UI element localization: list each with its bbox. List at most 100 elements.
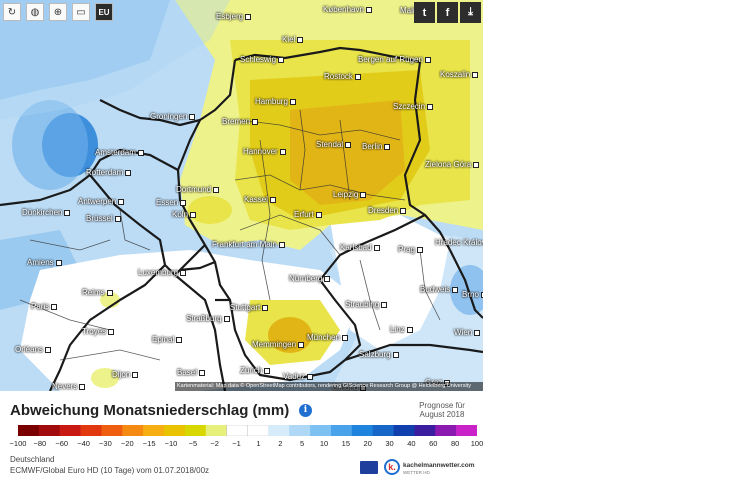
legend-swatch bbox=[101, 425, 123, 436]
city-marker bbox=[190, 211, 197, 218]
legend-swatch bbox=[80, 425, 102, 436]
legend-swatch bbox=[330, 425, 353, 436]
legend-swatch bbox=[414, 425, 436, 436]
city-label: Frankfurt am Main bbox=[212, 240, 285, 249]
twitter-icon[interactable]: t bbox=[414, 2, 435, 23]
city-label: Zürich bbox=[240, 366, 271, 375]
legend-swatch bbox=[310, 425, 332, 436]
legend-tick-label: −30 bbox=[99, 439, 112, 448]
legend-swatch bbox=[393, 425, 415, 436]
color-legend bbox=[18, 425, 477, 436]
city-marker bbox=[264, 367, 271, 374]
city-label: Nürnberg bbox=[289, 274, 331, 283]
legend-tick-label: 100 bbox=[470, 439, 484, 448]
city-marker bbox=[416, 246, 423, 253]
scale-icon[interactable]: ▭ bbox=[72, 3, 90, 21]
map-graphic bbox=[0, 0, 483, 391]
city-marker bbox=[278, 241, 285, 248]
download-icon[interactable]: ⤓ bbox=[460, 2, 481, 23]
brand-name[interactable]: kachelmannwetter.com bbox=[403, 462, 475, 469]
kachelmann-logo-icon: k. bbox=[384, 459, 400, 475]
city-label: Groningen bbox=[150, 112, 196, 121]
city-label: Wien bbox=[454, 328, 481, 337]
city-label: Dresden bbox=[368, 206, 407, 215]
city-marker bbox=[262, 304, 269, 311]
city-marker bbox=[474, 329, 481, 336]
city-label: Epinal bbox=[152, 335, 183, 344]
city-label: Esbjerg bbox=[216, 12, 252, 21]
city-label: Szczecin bbox=[393, 102, 434, 111]
city-marker bbox=[125, 169, 132, 176]
city-marker bbox=[118, 198, 125, 205]
legend-tick-label: −1 bbox=[232, 439, 241, 448]
city-label: Bergen auf Rügen bbox=[358, 55, 431, 64]
legend-tick-label: 80 bbox=[450, 439, 460, 448]
legend-tick-label: 15 bbox=[341, 439, 351, 448]
legend-swatch bbox=[268, 425, 290, 436]
legend-swatch bbox=[351, 425, 373, 436]
legend-swatch bbox=[143, 425, 165, 436]
city-marker bbox=[307, 373, 314, 380]
globe-icon[interactable]: ◍ bbox=[26, 3, 44, 21]
city-marker bbox=[365, 6, 372, 13]
zoom-icon[interactable]: ⊕ bbox=[49, 3, 67, 21]
city-marker bbox=[270, 196, 277, 203]
eu-button[interactable]: EU bbox=[95, 3, 113, 21]
legend-tick-label: 5 bbox=[300, 439, 305, 448]
city-marker bbox=[360, 191, 367, 198]
city-marker bbox=[79, 383, 86, 390]
city-label: Essen bbox=[156, 198, 187, 207]
city-marker bbox=[373, 244, 380, 251]
city-label: Luxemburg bbox=[138, 268, 187, 277]
city-label: Brüssel bbox=[86, 214, 121, 223]
city-label: Budweis bbox=[420, 285, 459, 294]
city-marker bbox=[341, 334, 348, 341]
city-marker bbox=[472, 71, 479, 78]
city-label: Hannover bbox=[243, 147, 286, 156]
city-marker bbox=[108, 328, 115, 335]
legend-swatch bbox=[18, 425, 40, 436]
city-marker bbox=[45, 346, 52, 353]
legend-tick-label: 20 bbox=[363, 439, 372, 448]
city-label: Leipzig bbox=[333, 190, 367, 199]
city-label: Hamburg bbox=[255, 97, 296, 106]
city-marker bbox=[400, 207, 407, 214]
city-marker bbox=[424, 56, 431, 63]
legend-tick-label: 1 bbox=[256, 439, 261, 448]
city-marker bbox=[180, 269, 187, 276]
legend-swatch bbox=[456, 425, 477, 436]
legend-tick-label: 10 bbox=[319, 439, 329, 448]
precipitation-map[interactable]: Esbjerg København Malmö Schleswig Bergen auf… bbox=[0, 0, 483, 391]
city-label: Amiens bbox=[27, 258, 62, 267]
city-label: Nevers bbox=[52, 382, 86, 391]
city-marker bbox=[315, 211, 322, 218]
legend-tick-label: −80 bbox=[33, 439, 47, 448]
city-label: München bbox=[307, 333, 348, 342]
refresh-icon[interactable]: ↻ bbox=[3, 3, 21, 21]
legend-tick-label: −20 bbox=[120, 439, 134, 448]
legend-swatch bbox=[164, 425, 186, 436]
city-label: Rotterdam bbox=[86, 168, 132, 177]
city-label: Zielona Góra bbox=[425, 160, 480, 169]
forecast-line2: August 2018 bbox=[419, 410, 465, 419]
city-label: Orléans bbox=[15, 345, 52, 354]
legend-tick-label: −15 bbox=[142, 439, 156, 448]
brand-sub: WETTER HD bbox=[403, 470, 430, 475]
city-label: Berlin bbox=[362, 142, 391, 151]
city-marker bbox=[64, 209, 71, 216]
city-label: Rostock bbox=[324, 72, 361, 81]
city-label: Basel bbox=[177, 368, 206, 377]
city-marker bbox=[384, 143, 391, 150]
city-label: Paris bbox=[31, 302, 58, 311]
city-marker bbox=[106, 289, 113, 296]
facebook-icon[interactable]: f bbox=[437, 2, 458, 23]
city-marker bbox=[427, 103, 434, 110]
info-icon[interactable]: i bbox=[299, 404, 312, 417]
model-label: ECMWF/Global Euro HD (10 Tage) vom 01.07… bbox=[10, 466, 210, 475]
legend-tick-label: −10 bbox=[164, 439, 178, 448]
city-marker bbox=[51, 303, 58, 310]
legend-swatch bbox=[184, 425, 207, 436]
eu-flag-icon bbox=[360, 461, 378, 474]
map-title: Abweichung Monatsniederschlag (mm) bbox=[10, 402, 290, 419]
forecast-line1: Prognose für bbox=[419, 401, 465, 410]
